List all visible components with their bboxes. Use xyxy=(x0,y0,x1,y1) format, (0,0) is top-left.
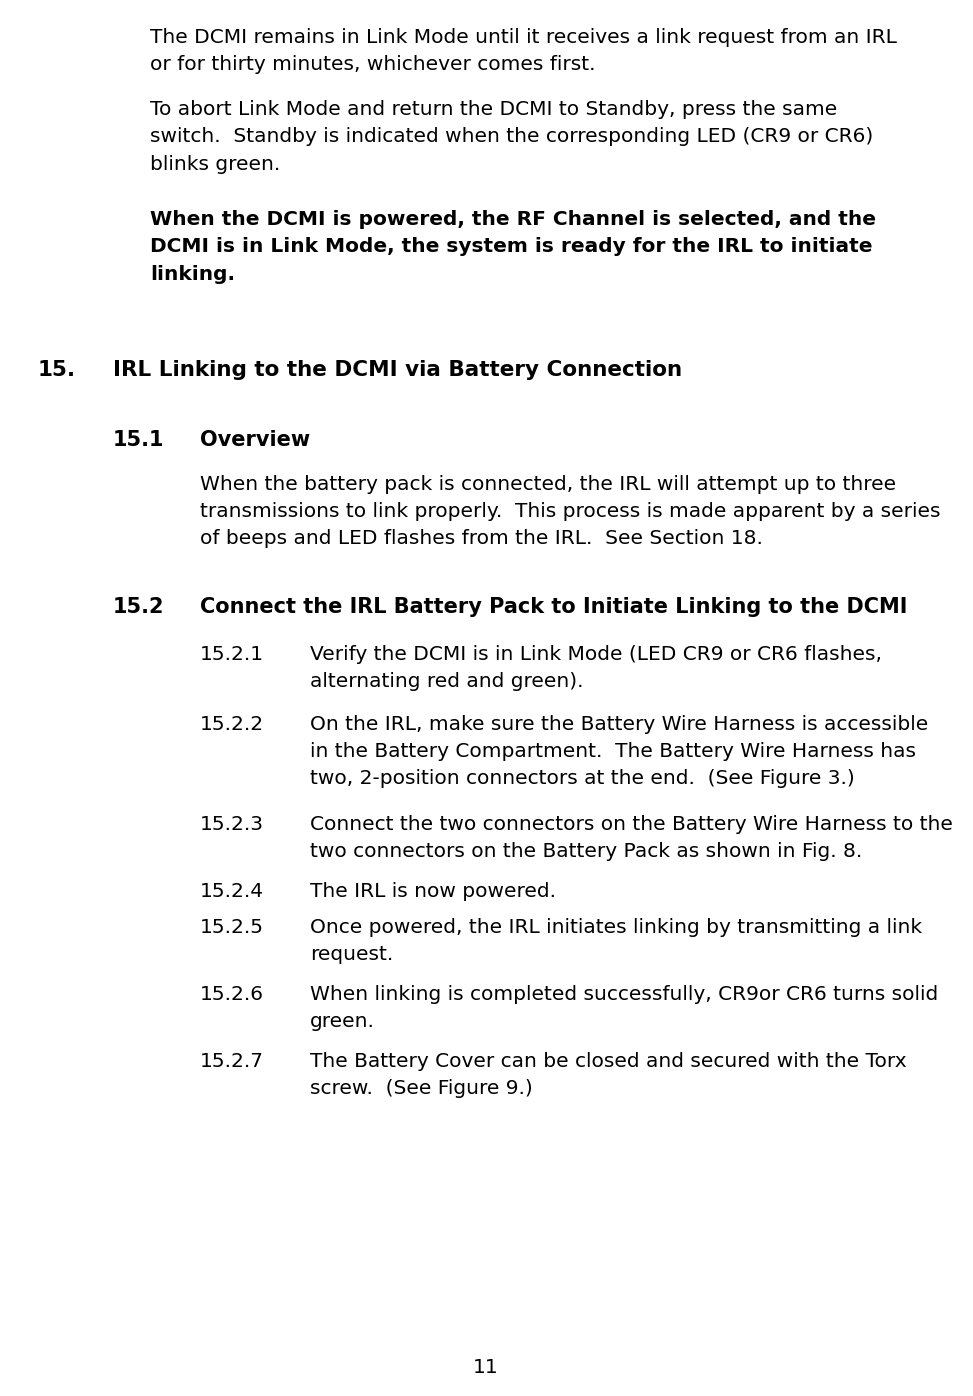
Text: The Battery Cover can be closed and secured with the Torx
screw.  (See Figure 9.: The Battery Cover can be closed and secu… xyxy=(310,1053,907,1099)
Text: 15.2.1: 15.2.1 xyxy=(200,645,264,664)
Text: 15.2.3: 15.2.3 xyxy=(200,815,264,833)
Text: Connect the IRL Battery Pack to Initiate Linking to the DCMI: Connect the IRL Battery Pack to Initiate… xyxy=(200,597,908,617)
Text: Overview: Overview xyxy=(200,430,310,450)
Text: Connect the two connectors on the Battery Wire Harness to the
two connectors on : Connect the two connectors on the Batter… xyxy=(310,815,953,861)
Text: IRL Linking to the DCMI via Battery Connection: IRL Linking to the DCMI via Battery Conn… xyxy=(113,360,682,380)
Text: 15.: 15. xyxy=(38,360,76,380)
Text: When the DCMI is powered, the RF Channel is selected, and the
DCMI is in Link Mo: When the DCMI is powered, the RF Channel… xyxy=(150,209,876,283)
Text: 15.2: 15.2 xyxy=(113,597,164,617)
Text: When linking is completed successfully, CR9or CR6 turns solid
green.: When linking is completed successfully, … xyxy=(310,986,938,1032)
Text: 15.2.4: 15.2.4 xyxy=(200,882,264,900)
Text: When the battery pack is connected, the IRL will attempt up to three
transmissio: When the battery pack is connected, the … xyxy=(200,475,941,549)
Text: 15.1: 15.1 xyxy=(113,430,164,450)
Text: 15.2.5: 15.2.5 xyxy=(200,919,264,937)
Text: 15.2.6: 15.2.6 xyxy=(200,986,264,1004)
Text: On the IRL, make sure the Battery Wire Harness is accessible
in the Battery Comp: On the IRL, make sure the Battery Wire H… xyxy=(310,715,928,789)
Text: 15.2.2: 15.2.2 xyxy=(200,715,264,734)
Text: Verify the DCMI is in Link Mode (LED CR9 or CR6 flashes,
alternating red and gre: Verify the DCMI is in Link Mode (LED CR9… xyxy=(310,645,882,691)
Text: 11: 11 xyxy=(473,1358,499,1376)
Text: 15.2.7: 15.2.7 xyxy=(200,1053,264,1071)
Text: The IRL is now powered.: The IRL is now powered. xyxy=(310,882,556,900)
Text: Once powered, the IRL initiates linking by transmitting a link
request.: Once powered, the IRL initiates linking … xyxy=(310,919,922,965)
Text: To abort Link Mode and return the DCMI to Standby, press the same
switch.  Stand: To abort Link Mode and return the DCMI t… xyxy=(150,101,873,173)
Text: The DCMI remains in Link Mode until it receives a link request from an IRL
or fo: The DCMI remains in Link Mode until it r… xyxy=(150,28,897,74)
